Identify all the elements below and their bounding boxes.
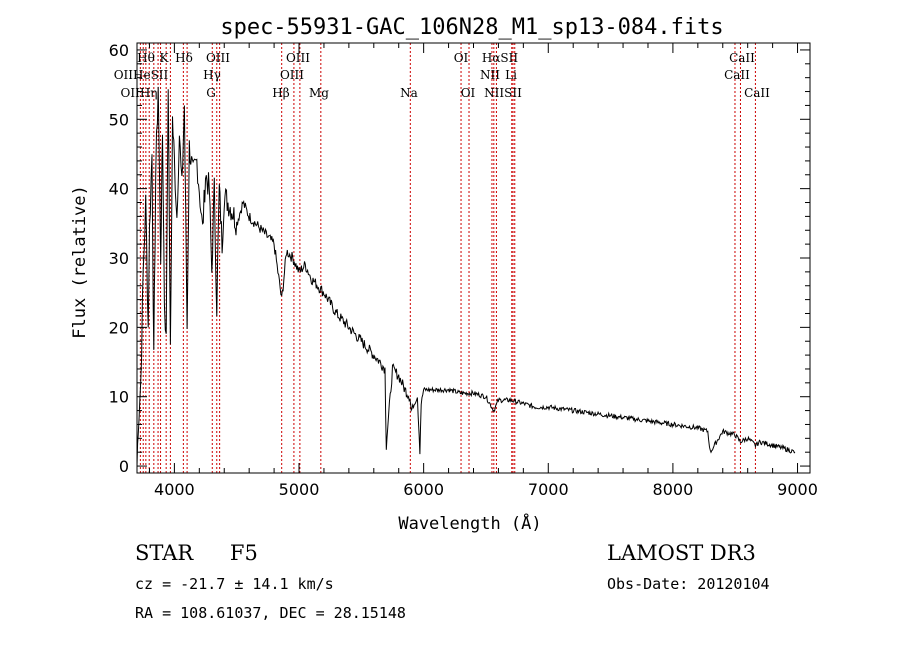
x-tick-label: 5000 [279, 480, 320, 499]
spectral-line-label: OI [454, 51, 469, 65]
spectral-line-label: Mg [309, 86, 329, 100]
spectral-line-label: OIIHη [121, 86, 158, 100]
flux-series-line [136, 86, 796, 467]
spectral-line-label: OIII [280, 68, 304, 82]
spectral-line-label: CaII [729, 51, 755, 65]
spectral-line-markers [139, 43, 756, 473]
chart-title: spec-55931-GAC_106N28_M1_sp13-084.fits [220, 15, 723, 40]
x-tick-label: 6000 [403, 480, 444, 499]
y-tick-label: 20 [109, 318, 129, 337]
x-axis-label: Wavelength (Å) [398, 512, 541, 534]
spectral-line-label: Hβ [272, 86, 289, 100]
plot-frame [136, 42, 811, 474]
spectral-line-label: HαSII [482, 51, 519, 65]
spectral-line-label: OIII [286, 51, 310, 65]
object-class: STAR F5 [135, 541, 258, 565]
object-class-value: STAR [135, 541, 194, 565]
spectral-line-label: NII [480, 68, 500, 82]
spectral-line-label: Hθ [137, 51, 155, 65]
coordinates: RA = 108.61037, DEC = 28.15148 [135, 604, 406, 622]
obs-date: Obs-Date: 20120104 [607, 575, 770, 593]
spectral-line-label: OIII [206, 51, 230, 65]
y-tick-label: 30 [109, 249, 129, 268]
spectral-line-label: Hδ [175, 51, 193, 65]
survey-name: LAMOST DR3 [607, 541, 756, 565]
spectral-line-label: Hγ [203, 68, 221, 82]
spectral-line-label: K [160, 51, 170, 65]
object-subclass: F5 [229, 541, 258, 565]
y-tick-label: 60 [109, 41, 129, 60]
spectral-line-label: CaII [744, 86, 770, 100]
x-tick-label: 9000 [777, 480, 818, 499]
spectral-line-labels: Hθ K Hδ OIII OIII OI HαSII CaII OIIHeSII Hγ OIII NI… [114, 51, 770, 100]
x-tick-label: 7000 [528, 480, 569, 499]
spectral-line-label: Li [505, 68, 517, 82]
spectral-line-label: OI [461, 86, 476, 100]
x-tick-label: 8000 [653, 480, 694, 499]
x-tick-label: 4000 [154, 480, 195, 499]
y-tick-label: 40 [109, 180, 129, 199]
y-tick-label: 10 [109, 388, 129, 407]
spectral-line-label: CaII [724, 68, 750, 82]
y-axis-label: Flux (relative) [70, 185, 90, 339]
spectral-line-label: OIIHeSII [114, 68, 169, 82]
spectral-line-label: G [206, 86, 216, 100]
y-axis-ticks: 0 10 20 30 40 50 60 [109, 41, 810, 476]
y-tick-label: 50 [109, 110, 129, 129]
spectral-line-label: Na [400, 86, 418, 100]
x-axis-ticks: 4000 5000 6000 7000 8000 9000 [148, 43, 818, 499]
y-tick-label: 0 [119, 457, 129, 476]
spectral-line-label: NIISII [484, 86, 522, 100]
redshift-cz: cz = -21.7 ± 14.1 km/s [135, 575, 334, 593]
